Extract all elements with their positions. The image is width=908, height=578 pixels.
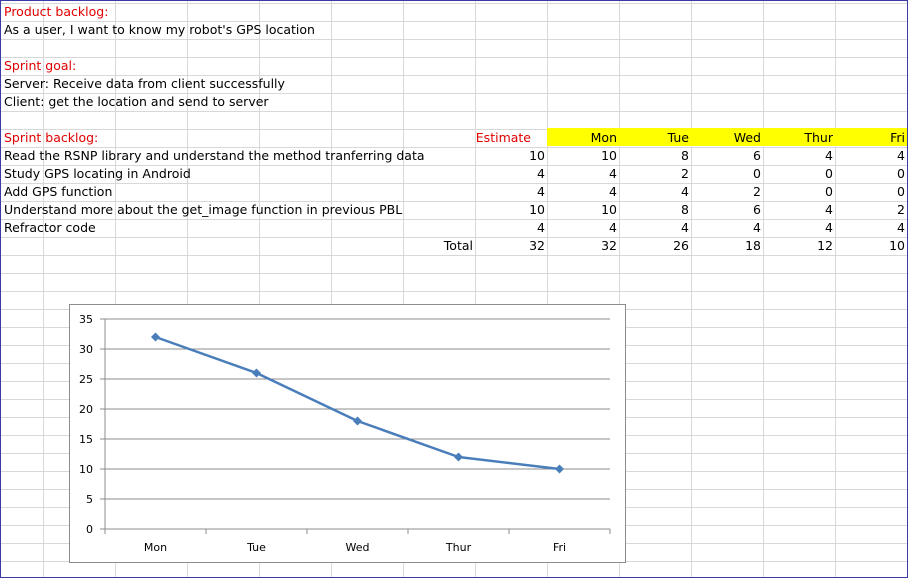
task-estimate[interactable]: 4: [537, 166, 545, 181]
sprint-goal-client[interactable]: Client: get the location and send to ser…: [4, 94, 269, 109]
task-day-value[interactable]: 2: [681, 166, 689, 181]
task-day-value[interactable]: 4: [609, 166, 617, 181]
data-point-marker: [555, 464, 564, 474]
sprint-goal-server[interactable]: Server: Receive data from client success…: [4, 76, 285, 91]
total-value[interactable]: 10: [889, 238, 905, 253]
task-name[interactable]: Refractor code: [4, 220, 96, 235]
task-day-value[interactable]: 2: [753, 184, 761, 199]
task-day-value[interactable]: 4: [825, 148, 833, 163]
task-day-value[interactable]: 10: [601, 202, 617, 217]
estimate-header: Estimate: [475, 130, 531, 145]
data-point-marker: [353, 416, 362, 426]
task-day-value[interactable]: 8: [681, 148, 689, 163]
y-tick-label: 20: [79, 403, 93, 416]
task-day-value[interactable]: 4: [609, 220, 617, 235]
total-value[interactable]: 18: [745, 238, 761, 253]
data-point-marker: [252, 368, 261, 378]
task-day-value[interactable]: 4: [609, 184, 617, 199]
task-day-value[interactable]: 4: [825, 220, 833, 235]
task-day-value[interactable]: 4: [897, 148, 905, 163]
day-header-tue: Tue: [667, 130, 689, 145]
task-day-value[interactable]: 0: [825, 166, 833, 181]
task-day-value[interactable]: 4: [753, 220, 761, 235]
task-day-value[interactable]: 10: [601, 148, 617, 163]
task-day-value[interactable]: 4: [897, 220, 905, 235]
series-line: [155, 335, 560, 471]
total-label: Total: [443, 238, 473, 253]
x-tick-label: Mon: [144, 541, 167, 554]
data-point-marker: [454, 452, 463, 462]
y-tick-label: 30: [79, 343, 93, 356]
burndown-chart[interactable]: 0 5 10 15 20 25 30 35 Mon Tue Wed Thur Fri: [69, 304, 626, 563]
task-name[interactable]: Add GPS function: [4, 184, 113, 199]
task-day-value[interactable]: 0: [825, 184, 833, 199]
day-header-wed: Wed: [733, 130, 761, 145]
data-point-marker: [151, 332, 160, 342]
x-tick-label: Thur: [445, 541, 472, 554]
task-estimate[interactable]: 10: [529, 148, 545, 163]
y-tick-label: 10: [79, 463, 93, 476]
task-name[interactable]: Study GPS locating in Android: [4, 166, 191, 181]
x-tick-label: Wed: [346, 541, 370, 554]
y-tick-label: 25: [79, 373, 93, 386]
task-day-value[interactable]: 8: [681, 202, 689, 217]
task-day-value[interactable]: 2: [897, 202, 905, 217]
chart-canvas: 0 5 10 15 20 25 30 35 Mon Tue Wed Thur Fri: [79, 313, 611, 554]
total-value[interactable]: 32: [601, 238, 617, 253]
task-estimate[interactable]: 10: [529, 202, 545, 217]
task-estimate[interactable]: 4: [537, 220, 545, 235]
task-day-value[interactable]: 4: [825, 202, 833, 217]
task-day-value[interactable]: 4: [681, 184, 689, 199]
task-name[interactable]: Understand more about the get_image func…: [4, 202, 403, 217]
total-value[interactable]: 26: [673, 238, 689, 253]
task-day-value[interactable]: 0: [753, 166, 761, 181]
day-header-thur: Thur: [804, 130, 833, 145]
total-value[interactable]: 12: [817, 238, 833, 253]
day-header-fri: Fri: [890, 130, 905, 145]
product-backlog-story[interactable]: As a user, I want to know my robot's GPS…: [4, 22, 315, 37]
sprint-backlog-label: Sprint backlog:: [4, 130, 99, 145]
task-day-value[interactable]: 6: [753, 148, 761, 163]
x-tick-label: Tue: [246, 541, 266, 554]
y-tick-label: 35: [79, 313, 93, 326]
day-header-mon: Mon: [590, 130, 617, 145]
task-estimate[interactable]: 4: [537, 184, 545, 199]
task-day-value[interactable]: 0: [897, 184, 905, 199]
task-day-value[interactable]: 0: [897, 166, 905, 181]
day-header-highlight: [547, 128, 907, 146]
product-backlog-label: Product backlog:: [4, 4, 109, 19]
total-estimate[interactable]: 32: [529, 238, 545, 253]
y-tick-label: 15: [79, 433, 93, 446]
x-tick-label: Fri: [553, 541, 566, 554]
task-day-value[interactable]: 6: [753, 202, 761, 217]
task-name[interactable]: Read the RSNP library and understand the…: [4, 148, 425, 163]
sprint-goal-label: Sprint goal:: [4, 58, 77, 73]
y-tick-label: 5: [86, 493, 93, 506]
y-tick-label: 0: [86, 523, 93, 536]
task-day-value[interactable]: 4: [681, 220, 689, 235]
